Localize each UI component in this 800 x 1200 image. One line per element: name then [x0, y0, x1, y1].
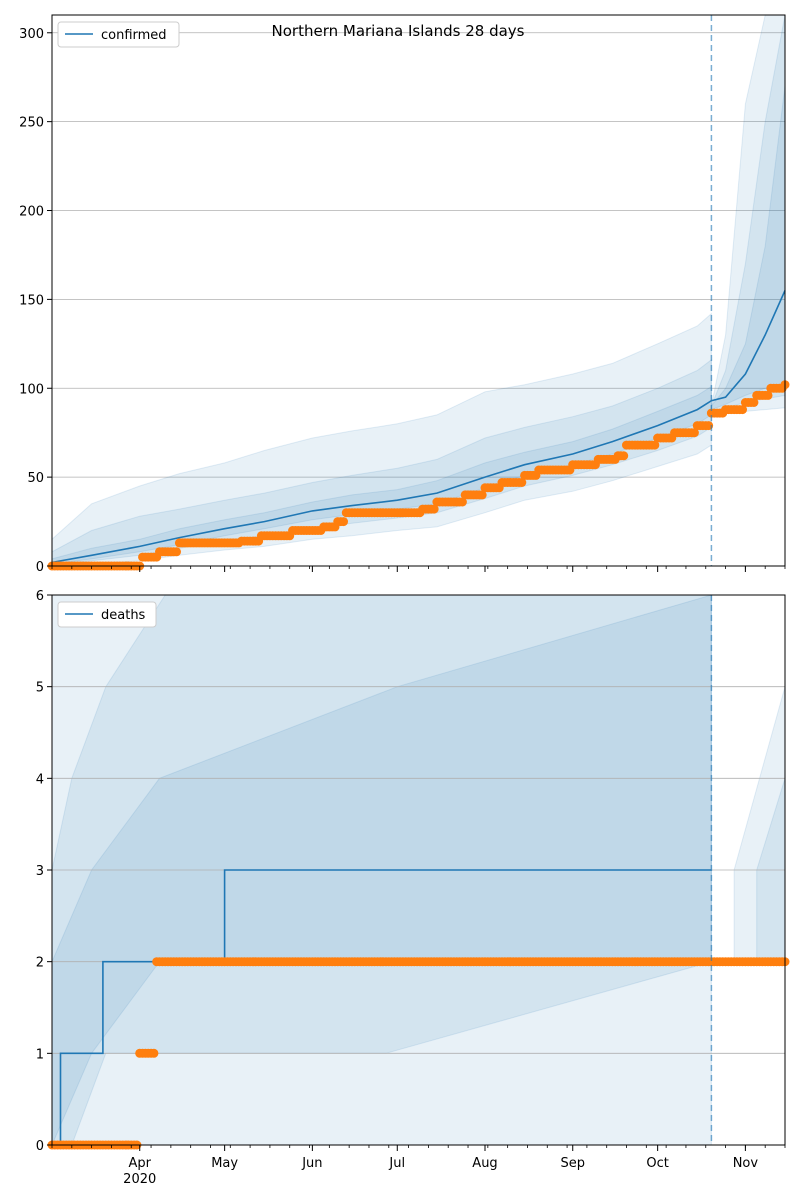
y-tick-label: 50	[27, 471, 44, 486]
y-tick-label: 1	[36, 1047, 44, 1062]
series-lines	[52, 869, 712, 1146]
uncertainty-bands	[51, 14, 786, 567]
plot-area	[52, 15, 785, 566]
observed-point	[749, 398, 759, 407]
chart-title: Northern Mariana Islands 28 days	[272, 22, 525, 40]
x-tick-label: May	[211, 1156, 238, 1171]
y-tick-label: 4	[36, 772, 44, 787]
legend-label-deaths: deaths	[101, 608, 146, 623]
y-tick-label: 300	[19, 27, 44, 42]
observed-points	[47, 380, 790, 571]
legend: confirmed	[57, 21, 180, 48]
observed-point	[517, 478, 527, 487]
y-tick-label: 100	[19, 382, 44, 397]
gridlines	[52, 32, 785, 478]
y-axis: 0 50 100 150 200 250 300	[19, 27, 52, 575]
legend-box	[57, 601, 157, 628]
axes-frame	[51, 14, 786, 567]
observed-point	[339, 517, 348, 527]
x-tick-label: Sep	[560, 1156, 585, 1171]
observed-point	[172, 547, 181, 557]
y-axis: 0 1 2 3 4 5 6	[36, 589, 52, 1154]
observed-point	[738, 405, 747, 415]
observed-point	[477, 490, 487, 500]
y-tick-label: 250	[19, 116, 44, 131]
observed-point	[650, 440, 660, 450]
series-lines	[51, 290, 786, 564]
observed-point	[689, 428, 699, 438]
observed-point	[619, 451, 629, 461]
y-tick-label: 0	[36, 1139, 44, 1154]
observed-point	[149, 1048, 159, 1058]
x-tick-label: Jun	[301, 1156, 322, 1171]
y-tick-label: 2	[36, 956, 44, 971]
x-tick-label: Aug	[472, 1156, 497, 1171]
y-tick-label: 6	[36, 589, 44, 604]
y-tick-label: 0	[36, 560, 44, 575]
x-axis-minor-ticks	[51, 566, 786, 572]
y-tick-label: 150	[19, 293, 44, 308]
legend-box	[57, 21, 180, 48]
x-tick-label: Nov	[733, 1156, 759, 1171]
x-tick-label: Jul	[388, 1156, 405, 1171]
observed-points	[47, 957, 790, 1150]
y-tick-label: 5	[36, 681, 44, 696]
model-line-deaths	[52, 869, 712, 1146]
x-tick-label: Apr	[128, 1156, 151, 1171]
confirmed-chart: 0 50 100 150 200 250 300 Northern Mariana Isla…	[19, 14, 790, 575]
observed-point	[429, 504, 439, 514]
legend: deaths	[57, 601, 157, 628]
y-tick-label: 200	[19, 205, 44, 220]
model-line-confirmed	[51, 290, 786, 564]
legend-label-confirmed: confirmed	[101, 28, 167, 43]
x-tick-year-label: 2020	[123, 1172, 156, 1187]
x-tick-label: Oct	[646, 1156, 668, 1171]
observed-point	[763, 390, 773, 400]
y-tick-label: 3	[36, 864, 44, 879]
observed-point	[457, 497, 467, 507]
